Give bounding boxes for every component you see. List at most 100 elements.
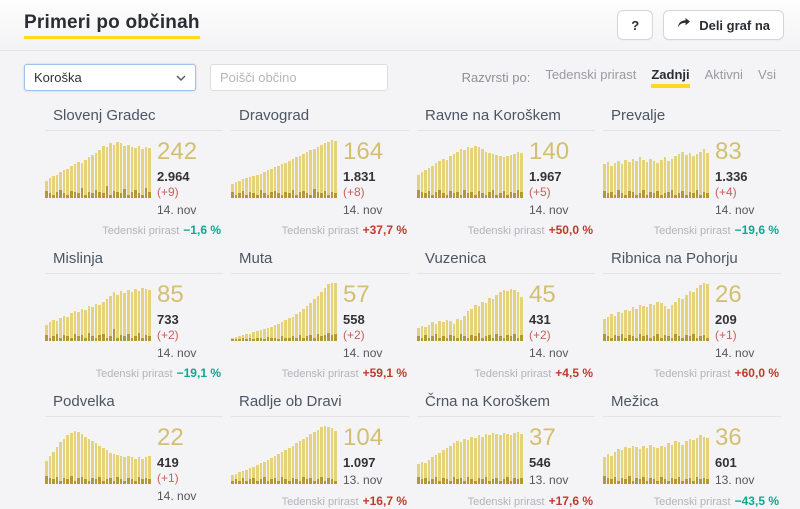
chart-bar-dark-segment (670, 478, 674, 485)
chart-bar-dark-segment (231, 339, 234, 342)
chart-bar-dark-segment (706, 193, 709, 198)
last-data-date: 14. nov (715, 202, 755, 217)
chart-bar-dark-segment (491, 337, 495, 342)
total-cases: 1.336 (715, 169, 748, 184)
cases-bar-chart[interactable] (45, 426, 151, 485)
help-button[interactable]: ? (617, 10, 654, 40)
chart-bar (506, 156, 509, 198)
chart-bar-dark-segment (126, 478, 130, 485)
chart-bar-dark-segment (613, 335, 617, 342)
chart-bar-dark-segment (52, 479, 55, 485)
cases-bar-chart[interactable] (603, 283, 709, 342)
chart-bar-dark-segment (84, 337, 87, 342)
chart-bar (649, 158, 652, 198)
chart-bar (684, 294, 688, 342)
chart-bar-dark-segment (112, 329, 116, 342)
chart-bar (144, 457, 148, 485)
chart-bar (656, 301, 659, 342)
cases-bar-chart[interactable] (231, 426, 337, 485)
chart-bar (323, 287, 327, 342)
chart-bar-dark-segment (87, 192, 91, 198)
chart-bar (699, 285, 702, 342)
chart-bar-dark-segment (459, 194, 463, 198)
chart-bar-dark-segment (116, 337, 119, 342)
chart-bar-dark-segment (245, 338, 248, 342)
municipality-card: Radlje ob Dravi 104 1.097 13. nov Tedenski p… (231, 393, 409, 509)
chart-bar (491, 153, 495, 198)
last-data-date: 14. nov (343, 345, 383, 360)
chart-bar-dark-segment (610, 479, 613, 485)
last-day-cases: 83 (715, 138, 742, 165)
chart-bar (91, 307, 94, 342)
chart-bar-dark-segment (663, 335, 667, 342)
stats-column: 242 2.964 (+9) 14. nov (157, 140, 221, 218)
cases-bar-chart[interactable] (417, 426, 523, 485)
cases-bar-chart[interactable] (417, 283, 523, 342)
chart-bar-dark-segment (427, 337, 431, 342)
chart-bar (449, 445, 452, 485)
cases-bar-chart[interactable] (417, 140, 523, 198)
chart-bar (316, 429, 320, 485)
chart-bar (231, 337, 234, 342)
cases-bar-chart[interactable] (45, 283, 151, 342)
chart-bar (62, 170, 66, 198)
chart-bar-dark-segment (699, 194, 702, 198)
weekly-growth-row: Tedenski prirast −1,6 % (45, 223, 223, 237)
chart-bar (695, 153, 699, 198)
sort-option-zadnji[interactable]: Zadnji (651, 67, 690, 88)
cases-bar-chart[interactable] (603, 426, 709, 485)
cases-bar-chart[interactable] (603, 140, 709, 198)
chart-bar (134, 148, 137, 198)
chart-bar-dark-segment (45, 475, 48, 485)
chart-bar-dark-segment (263, 193, 266, 198)
chart-bar-dark-segment (280, 194, 284, 198)
chart-bar (288, 160, 291, 198)
chart-bar-dark-segment (642, 336, 645, 342)
chart-bar-dark-segment (620, 334, 624, 342)
chart-bar (238, 180, 241, 198)
sort-option-vsi[interactable]: Vsi (757, 67, 776, 82)
chart-bar (119, 291, 123, 342)
chart-bar-dark-segment (652, 193, 656, 198)
chart-bar-dark-segment (420, 479, 424, 485)
chart-bar-dark-segment (427, 480, 431, 485)
last-day-cases: 22 (157, 424, 184, 452)
chart-bar-dark-segment (238, 480, 241, 485)
weekly-growth-value: −19,6 % (734, 223, 779, 238)
chart-bar-dark-segment (259, 337, 263, 342)
chart-bar (77, 312, 80, 342)
chart-bar (305, 152, 309, 198)
chart-bar-dark-segment (670, 337, 674, 342)
chart-bar-dark-segment (105, 337, 109, 342)
chart-bar-dark-segment (116, 192, 119, 198)
chart-bar-dark-segment (684, 194, 688, 198)
chart-bar (80, 163, 84, 198)
chart-bar (69, 166, 73, 198)
chart-bar-dark-segment (520, 478, 523, 485)
region-select[interactable]: Koroška (24, 64, 196, 91)
chart-bar-dark-segment (98, 477, 101, 485)
chart-bar (652, 160, 656, 198)
chart-bar-dark-segment (445, 194, 449, 198)
chart-bar-dark-segment (438, 337, 441, 342)
chart-bar-dark-segment (466, 477, 470, 485)
sort-option-aktivni[interactable]: Aktivni (704, 67, 743, 82)
chart-bar-dark-segment (635, 478, 638, 485)
chart-bar (495, 434, 498, 485)
chart-bar (241, 471, 245, 485)
chart-bar (259, 463, 263, 485)
chart-bar (645, 307, 649, 342)
cases-bar-chart[interactable] (231, 283, 337, 342)
cases-bar-chart[interactable] (45, 140, 151, 198)
chart-bar-dark-segment (270, 479, 273, 485)
share-button[interactable]: Deli graf na (663, 10, 784, 40)
chart-bar (112, 144, 116, 198)
chart-bar (706, 284, 709, 342)
sort-option-tedenski-prirast[interactable]: Tedenski prirast (545, 67, 637, 82)
chart-bar-dark-segment (130, 479, 134, 485)
cases-bar-chart[interactable] (231, 140, 337, 198)
weekly-growth-label: Tedenski prirast (102, 225, 180, 238)
search-input[interactable] (210, 64, 388, 91)
chart-bar (91, 441, 94, 485)
chart-bar (277, 165, 280, 198)
